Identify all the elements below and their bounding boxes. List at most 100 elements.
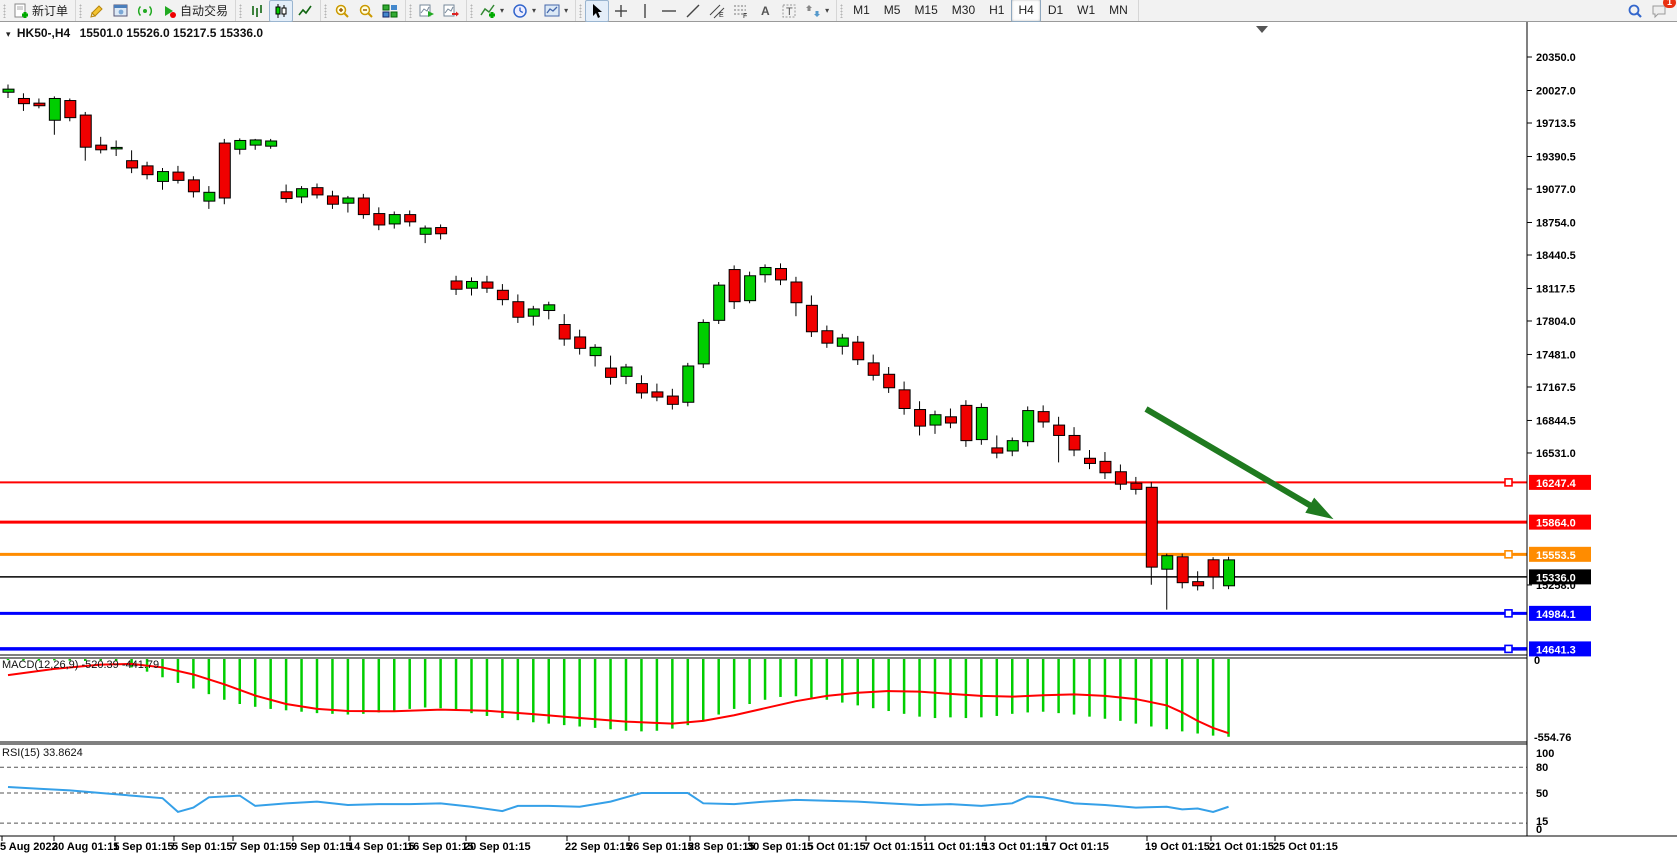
candle-body (527, 308, 540, 317)
autotrading-button[interactable]: 自动交易 (157, 0, 232, 22)
auto-scroll-icon (419, 3, 435, 19)
tf-h1-button[interactable]: H1 (982, 0, 1011, 22)
tf-h4-label: H4 (1018, 3, 1034, 17)
candle-body (929, 414, 942, 426)
zoom-out-button[interactable] (354, 0, 378, 22)
chart-dropdown-marker-icon[interactable]: ▾ (6, 29, 11, 39)
candle-body (450, 280, 463, 290)
candle-body (1114, 471, 1127, 485)
metaeditor-icon (89, 3, 105, 19)
tile-windows-icon (382, 3, 398, 19)
tf-m5-label: M5 (883, 3, 901, 17)
time-axis-label: 30 Aug 01:15 (52, 841, 119, 853)
candle-body (157, 171, 169, 182)
toolbar-group (236, 0, 322, 22)
new-order-button[interactable]: 新订单 (9, 0, 72, 22)
svg-text:F: F (743, 13, 747, 19)
chat-button[interactable]: 1 (1647, 0, 1676, 22)
trendline-button[interactable] (681, 0, 705, 22)
candle-body (33, 102, 46, 107)
price-label-box (1529, 569, 1591, 585)
metaeditor-button[interactable] (85, 0, 109, 22)
candle-body (975, 406, 988, 441)
text-button[interactable]: A (753, 0, 777, 22)
candle-body (466, 280, 478, 289)
price-line-handle[interactable] (1504, 550, 1513, 559)
price-label-text: 14641.3 (1536, 644, 1576, 656)
chart-candles-button[interactable] (269, 0, 294, 22)
chart-bars-button[interactable] (245, 0, 269, 22)
auto-scroll-button[interactable] (415, 0, 439, 22)
periods-button[interactable]: ▾ (508, 0, 540, 22)
tf-d1-button[interactable]: D1 (1041, 0, 1070, 22)
chart-shift-marker-icon[interactable] (1256, 26, 1268, 33)
toolbar-group (321, 0, 407, 22)
zoom-in-button[interactable] (330, 0, 354, 22)
cursor-button[interactable] (585, 0, 610, 22)
candle-body (558, 324, 571, 340)
signals-button[interactable] (133, 0, 157, 22)
tf-mn-button[interactable]: MN (1102, 0, 1135, 22)
candle-body (110, 146, 123, 150)
tf-m30-button[interactable]: M30 (945, 0, 982, 22)
equidistant-channel-button[interactable]: E (705, 0, 729, 22)
market-watch-button[interactable] (109, 0, 133, 22)
search-button[interactable] (1623, 0, 1647, 22)
candle-body (805, 304, 818, 333)
tf-w1-button[interactable]: W1 (1070, 0, 1102, 22)
price-axis-label: 20027.0 (1536, 85, 1576, 97)
templates-dropdown-icon[interactable]: ▾ (564, 6, 569, 15)
toolbar-right: 1 (1623, 0, 1677, 22)
crosshair-button[interactable] (609, 0, 633, 22)
tf-m5-button[interactable]: M5 (877, 0, 908, 22)
tf-m1-label: M1 (853, 3, 870, 17)
templates-button[interactable]: ▾ (540, 0, 572, 22)
candle-body (373, 213, 386, 226)
vertical-line-button[interactable] (633, 0, 657, 22)
horizontal-line-button[interactable] (657, 0, 681, 22)
price-axis-label: 16844.5 (1536, 415, 1576, 427)
candle-body (1145, 486, 1158, 568)
chart-line-button[interactable] (293, 0, 317, 22)
candle-body (867, 362, 880, 376)
periods-dropdown-icon[interactable]: ▾ (532, 6, 537, 15)
time-axis-label: 7 Oct 01:15 (864, 841, 923, 853)
price-line-handle[interactable] (1504, 644, 1513, 654)
macd-axis-label: 0 (1534, 655, 1540, 667)
candle-body (744, 275, 757, 302)
candle-body (821, 330, 834, 344)
price-label-box (1529, 641, 1591, 657)
arrows-button[interactable]: ▾ (801, 0, 833, 22)
arrows-dropdown-icon[interactable]: ▾ (825, 6, 830, 15)
tf-m15-button[interactable]: M15 (907, 0, 944, 22)
candle-body (419, 227, 432, 235)
candle-body (1192, 581, 1205, 587)
candle-body (775, 268, 787, 281)
text-label-button[interactable]: T (777, 0, 801, 22)
indicators-button[interactable]: ▾ (476, 0, 508, 22)
price-line-handle[interactable] (1504, 609, 1513, 618)
tf-w1-label: W1 (1077, 3, 1096, 17)
price-axis[interactable]: 20350.0 20027.0 19713.5 19390.5 19077.0 18754… (1527, 52, 1591, 836)
candle-body (1176, 556, 1189, 584)
time-axis-label: 11 Oct 01:15 (923, 841, 987, 853)
tile-windows-button[interactable] (378, 0, 402, 22)
price-line-handle[interactable] (1504, 478, 1513, 487)
time-axis-label: 25 Oct 01:15 (1273, 841, 1338, 853)
candle-body (311, 187, 324, 196)
price-label-text: 14984.1 (1536, 609, 1576, 621)
tf-m15-label: M15 (914, 3, 938, 17)
candle-body (1099, 460, 1112, 474)
trend-arrow-head[interactable] (1305, 497, 1334, 520)
fibonacci-button[interactable]: F (729, 0, 753, 22)
indicators-dropdown-icon[interactable]: ▾ (500, 6, 505, 15)
toolbar-group: M1 M5 M15 M30 H1 H4 D1 W1 MN (837, 0, 1139, 22)
trend-arrow[interactable] (1144, 406, 1320, 513)
candle-body (2, 88, 15, 93)
tf-m1-button[interactable]: M1 (846, 0, 877, 22)
chart-shift-button[interactable] (439, 0, 463, 22)
tf-h4-button[interactable]: H4 (1011, 0, 1041, 22)
candle-body (218, 142, 231, 199)
